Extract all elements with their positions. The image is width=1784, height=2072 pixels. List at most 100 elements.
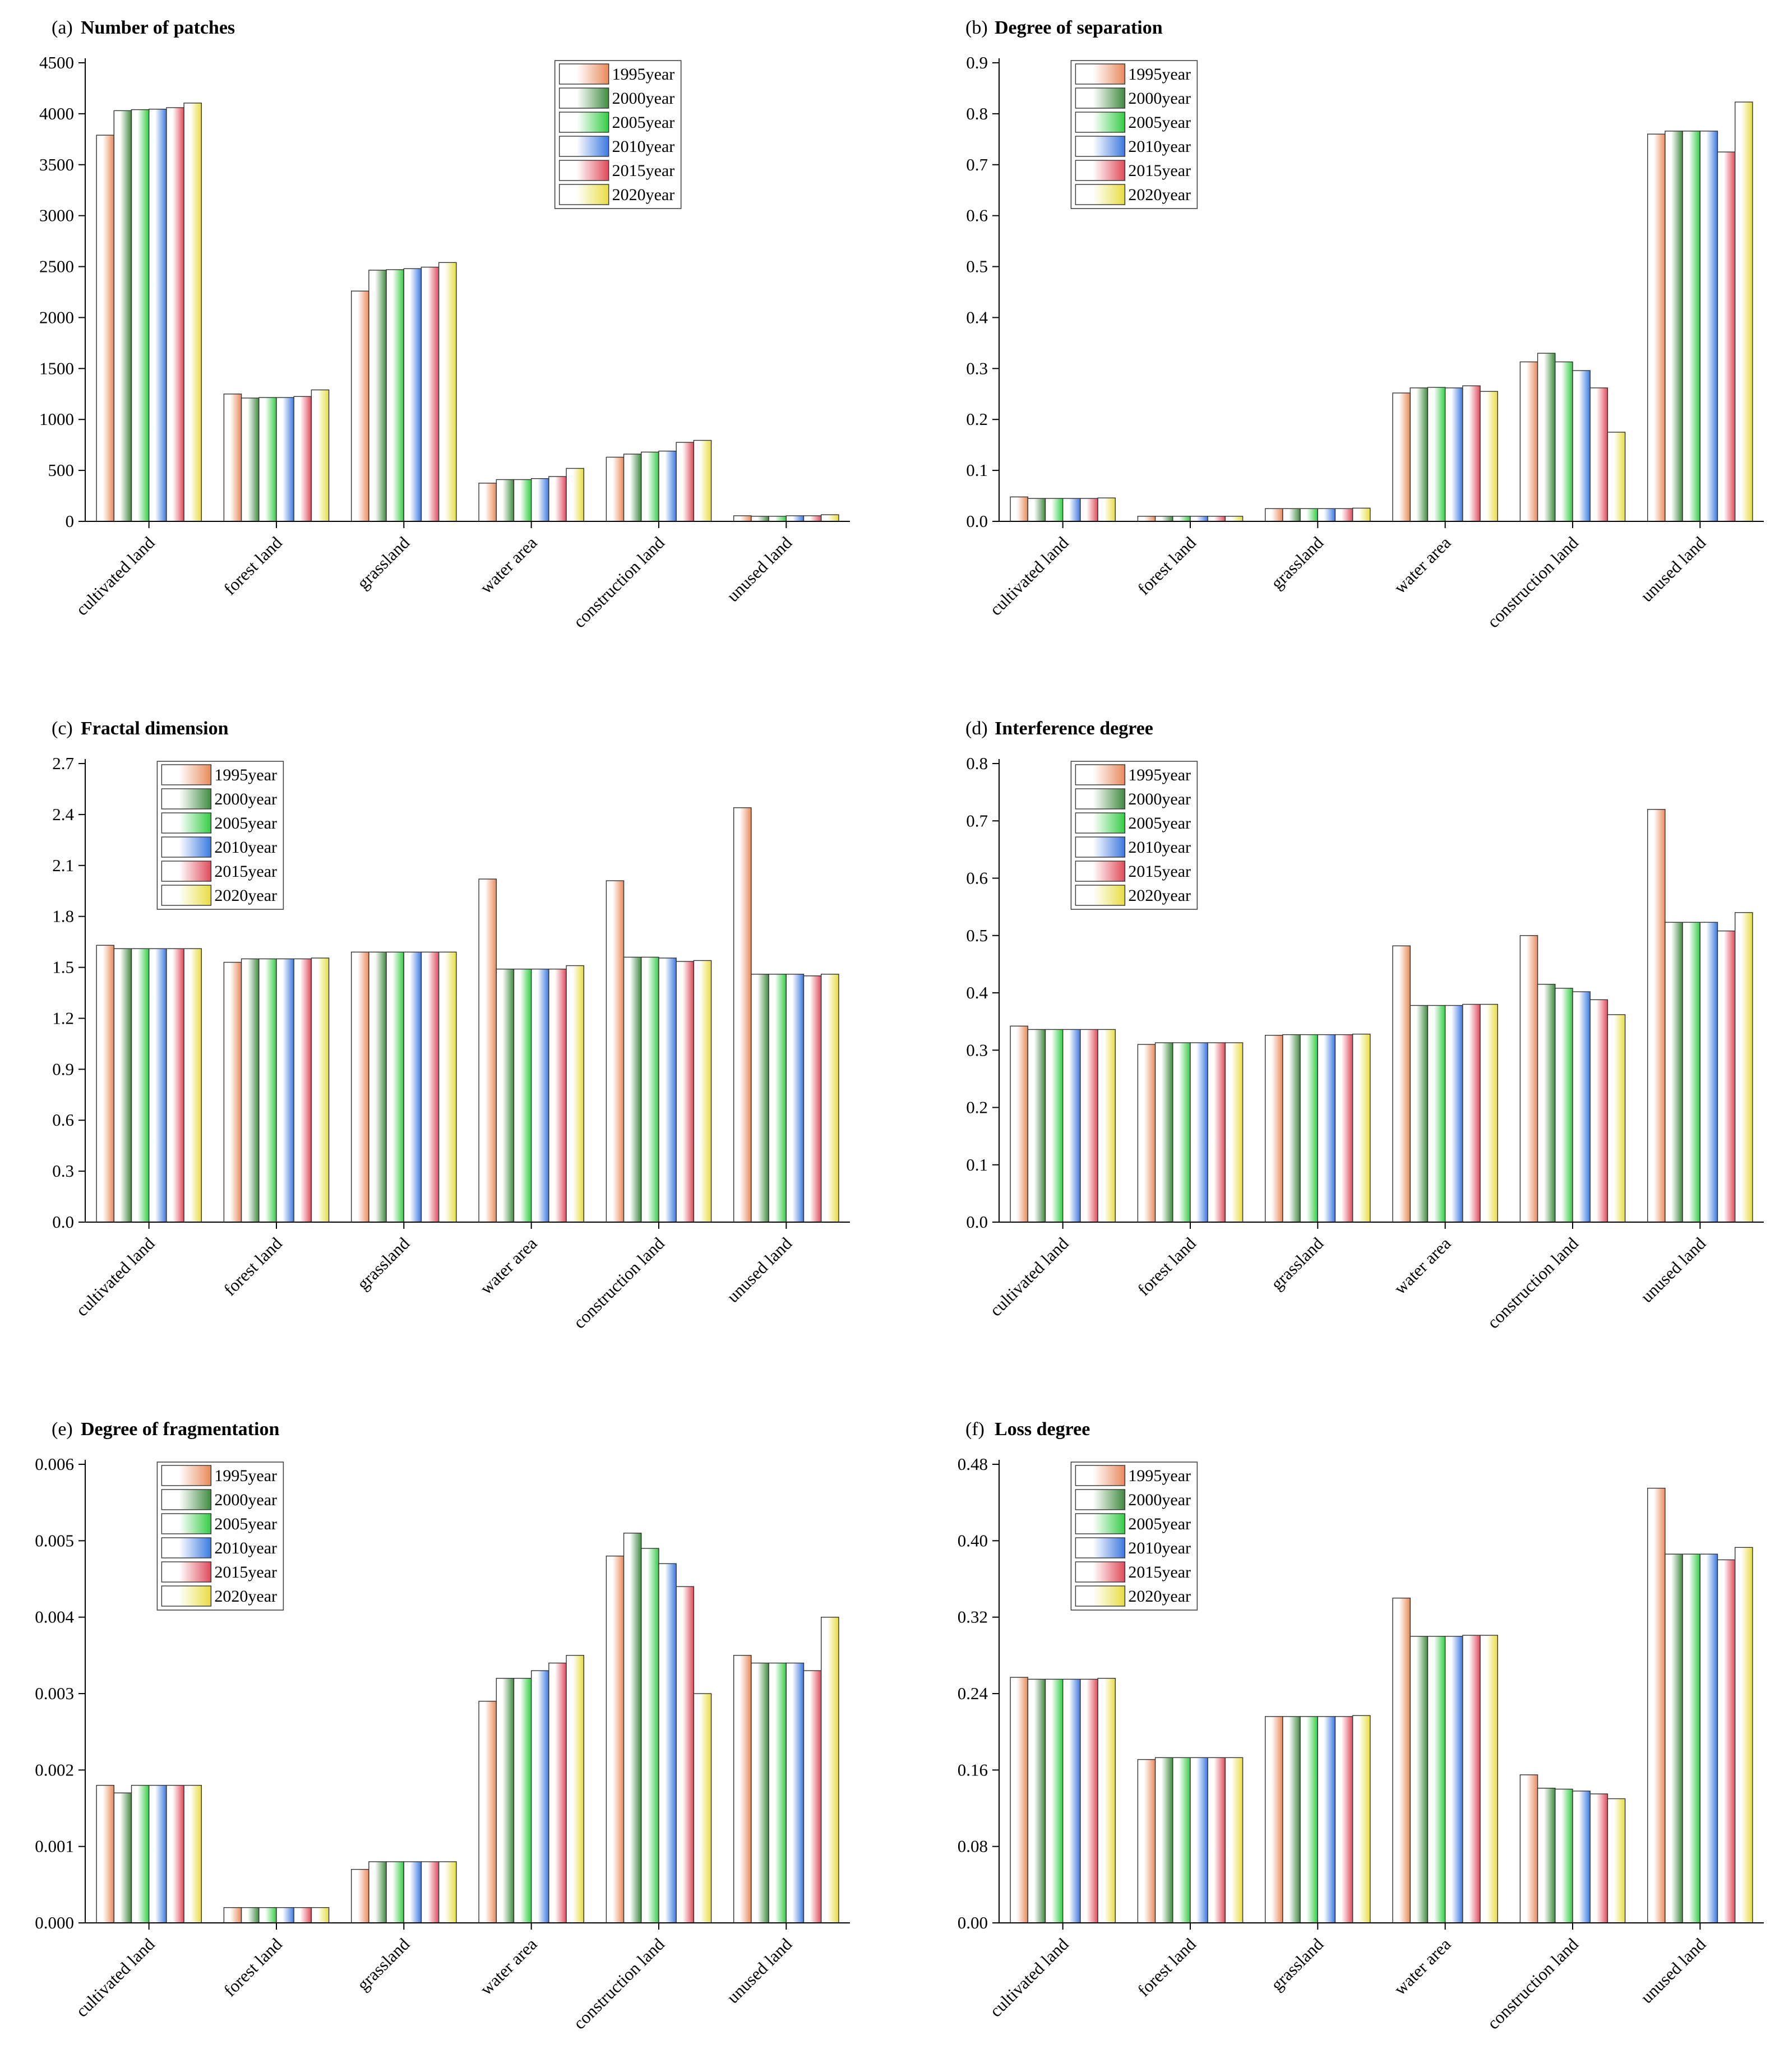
y-tick-label: 0.6: [966, 868, 988, 888]
bar-2005year-forest-land: [1172, 516, 1191, 522]
bar-2005year-grassland: [1300, 1716, 1319, 1923]
legend-swatch-2020year: [161, 1585, 212, 1607]
bar-2015year-construction-land: [1589, 387, 1609, 522]
bar-1995year-water-area: [1392, 945, 1411, 1223]
bar-1995year-water-area: [478, 483, 497, 522]
legend: 1995year 2000year 2005year 2010year 2015year…: [156, 761, 284, 910]
y-tick-label: 500: [48, 460, 75, 480]
x-tick-label: forest land: [1134, 1233, 1200, 1299]
legend: 1995year 2000year 2005year 2010year 2015year…: [1070, 1461, 1198, 1611]
legend: 1995year 2000year 2005year 2010year 2015year…: [156, 1461, 284, 1611]
bar-2010year-cultivated-land: [149, 948, 167, 1223]
bar-2020year-water-area: [1480, 1003, 1499, 1223]
bar-2020year-unused-land: [820, 514, 839, 522]
legend-swatch-2020year: [161, 885, 212, 906]
legend-swatch-1995year: [1075, 1465, 1126, 1486]
bar-1995year-construction-land: [606, 880, 625, 1223]
bar-2005year-cultivated-land: [1044, 498, 1064, 522]
y-tick-label: 0.2: [966, 409, 988, 429]
bar-2000year-cultivated-land: [1027, 498, 1046, 522]
bar-2000year-cultivated-land: [113, 1792, 132, 1923]
bar-2005year-grassland: [386, 269, 404, 522]
bar-2010year-cultivated-land: [1062, 498, 1081, 522]
bar-2020year-forest-land: [311, 1907, 330, 1923]
bar-2010year-construction-land: [658, 450, 677, 522]
bar-2005year-cultivated-land: [131, 948, 150, 1223]
bar-1995year-forest-land: [1137, 1759, 1156, 1923]
bar-2010year-construction-land: [658, 958, 677, 1223]
bar-2000year-cultivated-land: [113, 110, 132, 522]
legend-label-1995year: 1995year: [214, 1467, 277, 1485]
bar-2010year-unused-land: [785, 973, 805, 1223]
panel-letter: (e): [52, 1419, 73, 1440]
bar-1995year-construction-land: [1519, 361, 1538, 522]
bar-2005year-grassland: [1300, 508, 1319, 522]
bar-2010year-construction-land: [1572, 1791, 1591, 1923]
y-tick-label: 0.08: [958, 1837, 988, 1856]
bar-2020year-construction-land: [1607, 1014, 1626, 1223]
panel-letter: (a): [52, 17, 73, 38]
y-tick-label: 0.6: [52, 1110, 74, 1130]
bar-2015year-water-area: [548, 968, 567, 1223]
bar-2010year-cultivated-land: [1062, 1678, 1081, 1923]
bar-2010year-forest-land: [276, 1907, 294, 1923]
panel-title: Interference degree: [995, 718, 1153, 739]
bar-1995year-forest-land: [223, 394, 242, 522]
x-tick-label: forest land: [220, 533, 286, 599]
bar-2000year-grassland: [1282, 508, 1301, 522]
x-tick-label: construction land: [1483, 1934, 1583, 2033]
legend-label-2005year: 2005year: [1128, 1515, 1191, 1533]
panel-title: Number of patches: [81, 17, 235, 38]
bar-2020year-unused-land: [820, 1616, 839, 1923]
bar-2000year-water-area: [496, 968, 515, 1223]
legend-swatch-2000year: [1075, 87, 1126, 109]
bar-2005year-construction-land: [641, 956, 659, 1223]
bar-2020year-construction-land: [693, 440, 712, 522]
x-tick-label: cultivated land: [986, 1233, 1073, 1320]
bar-2020year-grassland: [1352, 1033, 1371, 1223]
bar-2000year-construction-land: [1537, 353, 1556, 522]
legend-swatch-2020year: [1075, 885, 1126, 906]
bar-2010year-grassland: [1317, 508, 1336, 522]
y-tick-label: 4000: [39, 104, 74, 123]
y-tick-label: 0.7: [966, 811, 988, 830]
y-tick-label: 0.0: [966, 1212, 988, 1232]
x-tick-label: grassland: [1267, 1934, 1328, 1995]
bar-2000year-water-area: [496, 479, 515, 522]
bar-2020year-grassland: [438, 262, 457, 522]
legend-swatch-2000year: [1075, 788, 1126, 810]
bar-1995year-grassland: [351, 290, 369, 522]
bar-2015year-forest-land: [1207, 516, 1226, 522]
panel-letter: (b): [965, 17, 988, 38]
bar-2015year-water-area: [1462, 385, 1481, 522]
x-tick-label: unused land: [723, 1934, 796, 2007]
y-tick-label: 0.00: [958, 1913, 988, 1932]
panel-title: Degree of separation: [995, 17, 1163, 38]
bar-2005year-construction-land: [1555, 988, 1573, 1223]
y-tick-label: 0.24: [958, 1683, 988, 1703]
bar-2020year-grassland: [1352, 1715, 1371, 1923]
bar-2000year-unused-land: [1665, 1553, 1683, 1923]
y-tick-label: 3500: [39, 155, 74, 174]
panel-title: Degree of fragmentation: [81, 1419, 279, 1440]
bar-2010year-forest-land: [1190, 1042, 1208, 1223]
y-tick-label: 0.5: [966, 926, 988, 945]
bar-2005year-forest-land: [258, 1907, 277, 1923]
bar-2015year-water-area: [1462, 1635, 1481, 1923]
y-tick-label: 0.4: [966, 983, 988, 1002]
legend-label-2010year: 2010year: [1128, 137, 1191, 156]
bar-2010year-grassland: [403, 951, 422, 1223]
legend-swatch-2020year: [558, 184, 609, 205]
x-tick-label: water area: [1390, 1934, 1455, 1999]
bar-2020year-grassland: [1352, 507, 1371, 522]
legend: 1995year 2000year 2005year 2010year 2015year…: [1070, 761, 1198, 910]
x-tick-label: grassland: [353, 533, 414, 593]
bar-2020year-forest-land: [311, 958, 330, 1223]
bar-2010year-forest-land: [1190, 1757, 1208, 1923]
bar-1995year-cultivated-land: [96, 1784, 115, 1923]
legend-swatch-2010year: [1075, 836, 1126, 858]
panel-title: Loss degree: [995, 1419, 1090, 1440]
bar-2015year-unused-land: [803, 1670, 822, 1923]
bar-2020year-cultivated-land: [1097, 1029, 1116, 1223]
